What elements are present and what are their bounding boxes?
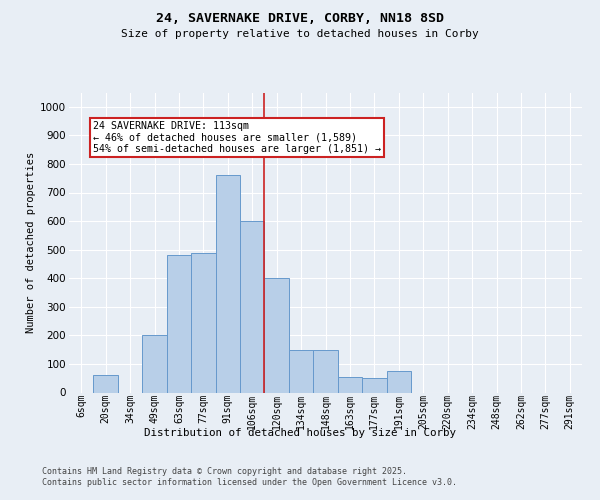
Text: Distribution of detached houses by size in Corby: Distribution of detached houses by size …	[144, 428, 456, 438]
Bar	[338, 377, 362, 392]
Y-axis label: Number of detached properties: Number of detached properties	[26, 152, 36, 333]
Bar	[362, 378, 386, 392]
Bar	[289, 350, 313, 393]
Text: Contains HM Land Registry data © Crown copyright and database right 2025.
Contai: Contains HM Land Registry data © Crown c…	[42, 468, 457, 487]
Bar	[313, 350, 338, 393]
Bar	[386, 371, 411, 392]
Bar	[240, 221, 265, 392]
Bar	[265, 278, 289, 392]
Bar	[167, 256, 191, 392]
Text: Size of property relative to detached houses in Corby: Size of property relative to detached ho…	[121, 29, 479, 39]
Bar	[215, 176, 240, 392]
Text: 24 SAVERNAKE DRIVE: 113sqm
← 46% of detached houses are smaller (1,589)
54% of s: 24 SAVERNAKE DRIVE: 113sqm ← 46% of deta…	[94, 121, 382, 154]
Bar	[94, 376, 118, 392]
Bar	[191, 252, 215, 392]
Text: 24, SAVERNAKE DRIVE, CORBY, NN18 8SD: 24, SAVERNAKE DRIVE, CORBY, NN18 8SD	[156, 12, 444, 26]
Bar	[142, 336, 167, 392]
